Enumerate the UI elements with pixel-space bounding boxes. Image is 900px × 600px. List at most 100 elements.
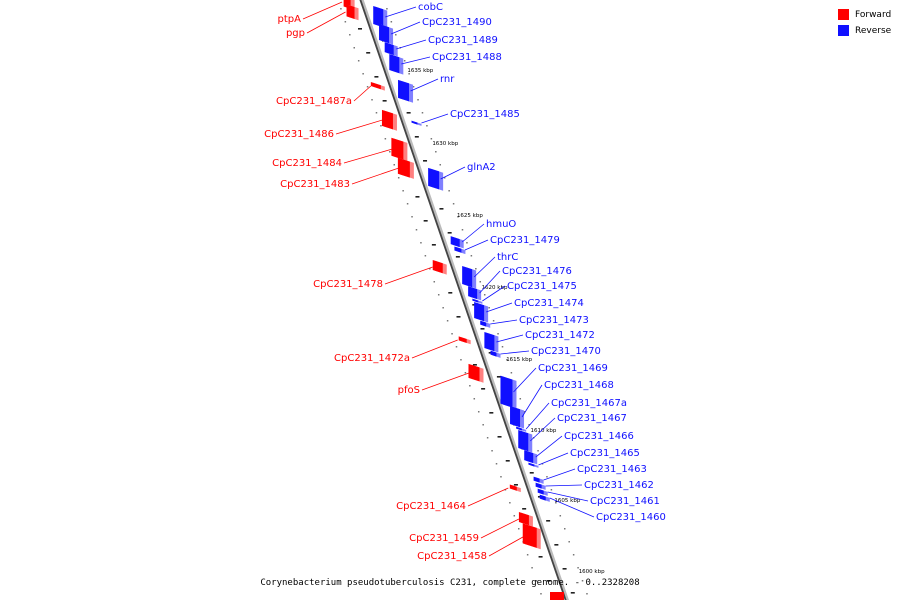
reverse-gene-label-leader bbox=[461, 223, 485, 243]
reverse-swatch bbox=[838, 25, 849, 36]
track-dot-right bbox=[506, 359, 508, 361]
track-dot-left bbox=[362, 73, 364, 75]
track-dot-left bbox=[477, 411, 480, 413]
reverse-gene-label: CpC231_1463 bbox=[577, 464, 647, 475]
reverse-gene-block bbox=[480, 320, 487, 327]
reverse-gene-label-leader bbox=[513, 367, 537, 393]
track-dot-left bbox=[424, 255, 427, 257]
track-dot-right bbox=[435, 151, 437, 153]
tick-dash-right bbox=[496, 376, 501, 378]
reverse-gene-label-leader bbox=[500, 350, 530, 355]
map-caption: Corynebacterium pseudotuberculosis C231,… bbox=[260, 578, 640, 588]
track-dot-right bbox=[555, 502, 557, 504]
reverse-gene-label-leader bbox=[545, 484, 583, 487]
reverse-gene-block bbox=[384, 42, 394, 56]
forward-gene-label: CpC231_1483 bbox=[280, 179, 350, 190]
track-dot-right bbox=[475, 268, 477, 270]
track-dot-left bbox=[469, 385, 471, 387]
forward-gene-label: CpC231_1464 bbox=[396, 501, 466, 512]
track-dot-left bbox=[349, 34, 351, 36]
track-dot-right bbox=[461, 229, 464, 231]
tick-dash-left bbox=[456, 316, 461, 318]
forward-gene-block bbox=[468, 363, 480, 382]
track-dot-right bbox=[537, 450, 539, 452]
track-dot-right bbox=[559, 515, 562, 517]
track-dot-left bbox=[513, 515, 516, 517]
forward-swatch bbox=[838, 9, 849, 20]
reverse-gene-label: CpC231_1467a bbox=[551, 398, 627, 409]
tick-dash-left bbox=[522, 508, 527, 510]
reverse-gene-label: CpC231_1468 bbox=[544, 380, 614, 391]
tick-dash-left bbox=[489, 412, 494, 414]
track-dot-right bbox=[488, 307, 490, 309]
tick-dash-right bbox=[439, 208, 444, 210]
reverse-gene-block bbox=[462, 266, 473, 288]
track-dot-left bbox=[491, 450, 493, 452]
reverse-gene-block bbox=[524, 450, 534, 464]
scale-label: 1600 kbp bbox=[579, 569, 605, 575]
track-dot-left bbox=[540, 593, 542, 595]
tick-dash-left bbox=[431, 244, 436, 246]
track-dot-left bbox=[429, 268, 431, 270]
track-dot-left bbox=[366, 86, 369, 88]
legend-reverse: Reverse bbox=[838, 25, 891, 36]
reverse-gene-label: glnA2 bbox=[467, 162, 496, 173]
forward-gene-block bbox=[458, 336, 467, 343]
track-dot-left bbox=[344, 21, 347, 23]
track-dot-right bbox=[528, 424, 530, 426]
track-dot-left bbox=[375, 112, 378, 114]
reverse-gene-block bbox=[379, 24, 390, 44]
reverse-gene-label: CpC231_1465 bbox=[570, 448, 640, 459]
tick-dash-right bbox=[414, 136, 419, 138]
reverse-gene-label-leader bbox=[538, 452, 569, 466]
forward-gene-label: pgp bbox=[286, 28, 305, 39]
tick-dash-right bbox=[554, 544, 559, 546]
reverse-gene-label: CpC231_1467 bbox=[557, 413, 627, 424]
tick-dash-right bbox=[570, 592, 575, 594]
track-dot-left bbox=[464, 372, 467, 374]
legend-forward: Forward bbox=[838, 9, 891, 20]
track-dot-left bbox=[433, 281, 436, 283]
track-dot-right bbox=[439, 164, 442, 166]
track-dot-right bbox=[430, 138, 433, 140]
tick-dash-right bbox=[546, 520, 551, 522]
tick-dash-left bbox=[497, 436, 502, 438]
reverse-gene-label-leader bbox=[525, 402, 550, 430]
track-dot-left bbox=[380, 125, 382, 127]
reverse-gene-label-leader bbox=[390, 21, 421, 35]
track-dot-left bbox=[455, 346, 458, 348]
track-dot-right bbox=[483, 294, 486, 296]
forward-gene-block bbox=[391, 137, 404, 160]
tick-dash-left bbox=[374, 76, 379, 78]
tick-dash-right bbox=[455, 256, 460, 258]
track-dot-right bbox=[412, 86, 415, 88]
tick-dash-left bbox=[546, 580, 551, 582]
reverse-gene-block bbox=[472, 298, 479, 303]
track-dot-left bbox=[415, 229, 418, 231]
track-dot-right bbox=[426, 125, 428, 127]
track-dot-right bbox=[448, 190, 450, 192]
scale-label: 1635 kbp bbox=[407, 68, 433, 74]
reverse-gene-block bbox=[533, 476, 540, 483]
track-dot-left bbox=[402, 190, 404, 192]
track-dot-right bbox=[395, 34, 397, 36]
reverse-gene-label-leader bbox=[482, 285, 506, 302]
reverse-gene-label-leader bbox=[464, 239, 489, 251]
reverse-gene-block bbox=[535, 482, 542, 489]
track-dot-right bbox=[550, 489, 553, 491]
tick-dash-right bbox=[447, 232, 452, 234]
reverse-gene-label: CpC231_1473 bbox=[519, 315, 589, 326]
tick-dash-right bbox=[562, 568, 567, 570]
tick-dash-left bbox=[415, 196, 420, 198]
track-dot-left bbox=[384, 138, 387, 140]
forward-gene-label: CpC231_1484 bbox=[272, 158, 342, 169]
track-dot-left bbox=[357, 60, 360, 62]
forward-gene-block-partial bbox=[550, 592, 564, 600]
track-dot-left bbox=[473, 398, 476, 400]
track-dot-left bbox=[526, 554, 529, 556]
tick-dash-right bbox=[529, 472, 534, 474]
scale-label: 1615 kbp bbox=[506, 357, 532, 363]
forward-gene-label: CpC231_1459 bbox=[409, 533, 479, 544]
track-dot-right bbox=[390, 21, 393, 23]
